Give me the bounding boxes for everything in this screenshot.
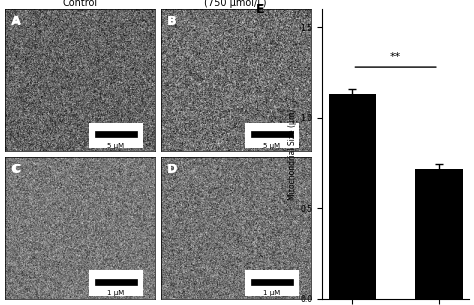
Text: A: A xyxy=(12,16,21,26)
FancyBboxPatch shape xyxy=(89,271,143,296)
FancyBboxPatch shape xyxy=(245,123,299,148)
FancyBboxPatch shape xyxy=(251,279,292,285)
Text: 5 μM: 5 μM xyxy=(107,143,124,149)
Title: Uric Acid
(750 μmol/L): Uric Acid (750 μmol/L) xyxy=(204,0,267,8)
Title: Control: Control xyxy=(62,0,97,8)
FancyBboxPatch shape xyxy=(245,271,299,296)
Text: 1 μM: 1 μM xyxy=(107,290,124,296)
Text: A: A xyxy=(11,15,20,28)
Bar xyxy=(415,168,463,299)
FancyBboxPatch shape xyxy=(95,131,137,137)
FancyBboxPatch shape xyxy=(95,279,137,285)
Text: **: ** xyxy=(390,52,401,62)
Text: D: D xyxy=(168,164,177,174)
Text: 5 μM: 5 μM xyxy=(263,143,280,149)
Text: B: B xyxy=(167,15,176,28)
Text: B: B xyxy=(168,16,176,26)
Text: 1 μM: 1 μM xyxy=(263,290,280,296)
Y-axis label: Mitochondrial Size (μm): Mitochondrial Size (μm) xyxy=(288,108,297,200)
Bar xyxy=(328,94,376,299)
FancyBboxPatch shape xyxy=(251,131,292,137)
Text: D: D xyxy=(168,164,177,174)
Text: C: C xyxy=(11,163,20,176)
Text: C: C xyxy=(12,164,20,174)
Text: D: D xyxy=(167,163,177,176)
Text: B: B xyxy=(168,16,176,26)
Text: C: C xyxy=(12,164,20,174)
Text: E: E xyxy=(255,3,264,16)
Text: A: A xyxy=(12,16,21,26)
FancyBboxPatch shape xyxy=(89,123,143,148)
